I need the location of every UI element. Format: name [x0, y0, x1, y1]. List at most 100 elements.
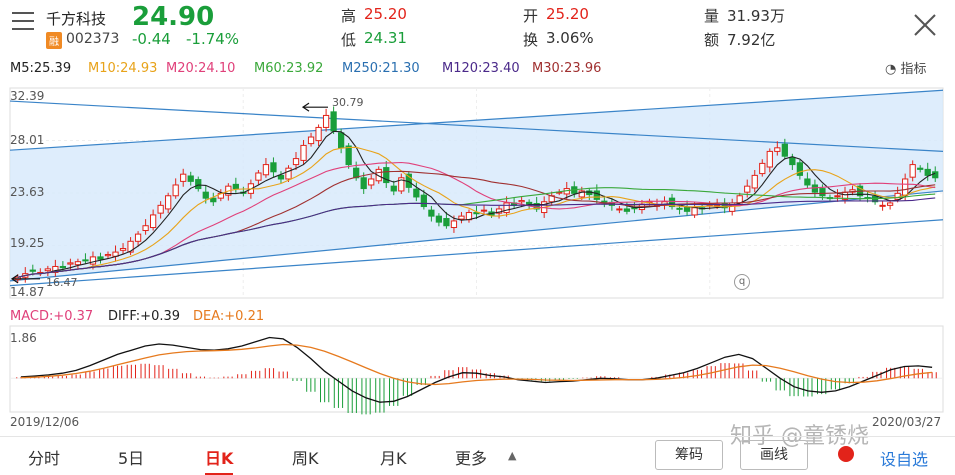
candle-body [368, 178, 375, 186]
stock-code: 002373 [66, 31, 120, 47]
candle-body [52, 265, 59, 273]
candle-body [322, 114, 330, 128]
candle-body [180, 173, 187, 182]
record-icon[interactable] [838, 446, 854, 462]
tab-intraday[interactable]: 分时 [28, 449, 61, 468]
candle-body [804, 178, 811, 186]
candle-body [270, 162, 277, 173]
close-icon[interactable] [912, 12, 938, 38]
stock-name: 千方科技 [46, 10, 107, 28]
turnover-label: 换 [523, 31, 539, 49]
candle-body [924, 168, 931, 176]
candle-body [187, 175, 194, 182]
chips-button[interactable]: 筹码 [655, 440, 723, 470]
candle-body [210, 197, 217, 203]
candle-body [315, 126, 322, 142]
candle-body [74, 261, 82, 266]
add-watchlist-button[interactable]: 设自选 [880, 450, 929, 469]
candle-body [428, 209, 435, 217]
gauge-icon: ◔ [885, 62, 897, 77]
ma-legend-item: M20:24.10 [166, 61, 236, 76]
candle-body [172, 184, 179, 197]
candle-body [781, 143, 788, 157]
y-tick-bottom: 14.87 [10, 285, 45, 299]
candle-body [623, 208, 631, 212]
candle-body [691, 207, 698, 216]
ma-legend-item: M250:21.30 [342, 61, 420, 76]
high-annotation: 30.79 [332, 96, 364, 109]
candle-body [909, 164, 916, 178]
ma-legend-item: M120:23.40 [442, 61, 520, 76]
trendline-base [9, 219, 944, 287]
candle-body [383, 167, 390, 184]
ma-legend-item: M30:23.96 [532, 61, 602, 76]
low-label: 低 [341, 31, 357, 49]
caret-up-icon[interactable]: ▲ [508, 449, 517, 462]
candle-body [751, 174, 758, 189]
volume-value: 31.93万 [727, 7, 785, 25]
last-price: 24.90 [132, 2, 215, 32]
tab-monthly-k[interactable]: 月K [380, 449, 407, 468]
candle-body [789, 157, 796, 166]
date-end: 2020/03/27 [872, 415, 942, 429]
y-tick-3: 23.63 [10, 185, 45, 199]
price-change-pct: -1.74% [186, 30, 240, 48]
menu-icon[interactable] [12, 12, 34, 32]
low-arrow-head [10, 274, 19, 284]
tab-5day[interactable]: 5日 [118, 449, 145, 468]
candle-body [157, 204, 164, 214]
draw-line-button[interactable]: 画线 [740, 440, 808, 470]
candle-body [886, 202, 894, 206]
candle-body [902, 178, 909, 196]
ma-line-20 [17, 161, 936, 278]
candle-body [360, 177, 367, 190]
candle-body [82, 259, 89, 262]
volume-label: 量 [704, 7, 720, 25]
candle-body [89, 256, 97, 265]
candle-body [811, 184, 819, 193]
candle-body [165, 195, 172, 210]
candle-body [127, 240, 134, 253]
high-label: 高 [341, 7, 357, 25]
trendline-down [9, 100, 944, 153]
ma-line-120 [17, 197, 936, 278]
y-tick-top: 32.39 [10, 89, 45, 103]
candle-body [119, 247, 127, 251]
zoom-icon[interactable]: q [734, 274, 750, 290]
ma-line-5 [17, 130, 936, 278]
candle-body [292, 158, 300, 166]
candle-body [390, 185, 397, 192]
candle-body [338, 132, 345, 149]
ma-legend-item: M60:23.92 [254, 61, 324, 76]
candle-body [616, 208, 623, 211]
candle-body [67, 262, 74, 265]
tab-more[interactable]: 更多 [455, 449, 488, 468]
tab-weekly-k[interactable]: 周K [292, 449, 319, 468]
indicator-button[interactable]: ◔ 指标 [885, 58, 927, 77]
candle-body [300, 144, 307, 161]
candle-body [255, 172, 262, 181]
candle-body [593, 190, 600, 200]
dea-value: DEA:+0.21 [193, 309, 265, 324]
ma-legend-item: M5:25.39 [10, 61, 72, 76]
candle-body [195, 179, 202, 190]
turnover-value: 3.06% [546, 29, 594, 47]
candle-body [668, 197, 676, 208]
y-tick-4: 19.25 [10, 236, 45, 250]
high-arrow-head [301, 102, 310, 112]
trendline-lower [9, 190, 944, 282]
candle-body [578, 190, 585, 198]
amount-label: 额 [704, 31, 720, 49]
y-tick-2: 28.01 [10, 133, 45, 147]
candle-body [413, 188, 420, 198]
low-annotation: 16.47 [46, 276, 78, 289]
candle-body [44, 268, 51, 272]
candle-body [518, 200, 525, 203]
tab-daily-k[interactable]: 日K [205, 445, 234, 475]
candle-body [202, 191, 209, 199]
candle-body [443, 218, 450, 227]
macd-diff-line [20, 336, 933, 403]
candle-body [262, 164, 270, 176]
candle-body [450, 220, 458, 229]
